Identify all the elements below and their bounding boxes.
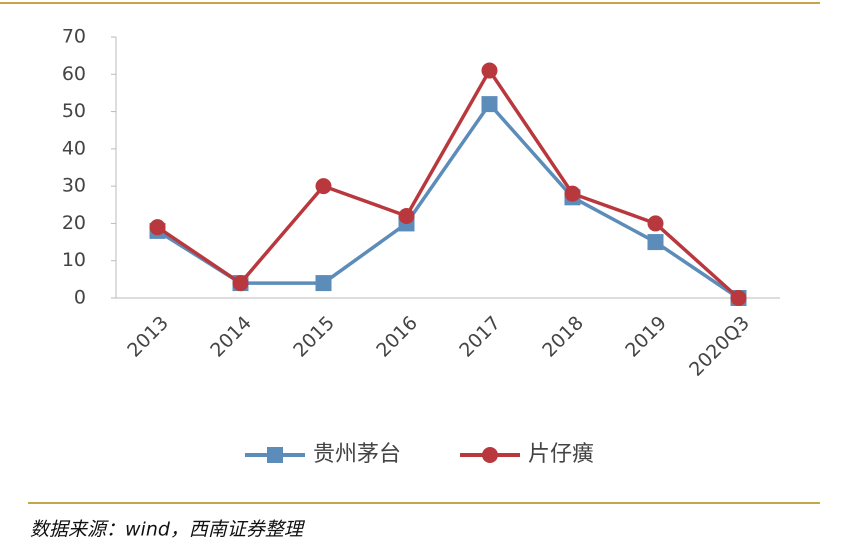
point [481, 96, 498, 113]
y-tick-label: 60 [62, 63, 86, 85]
x-tick-label: 2013 [123, 312, 173, 362]
x-tick-label: 2017 [455, 312, 505, 362]
y-tick-label: 50 [62, 100, 86, 122]
point [647, 234, 664, 251]
point [481, 62, 498, 79]
legend-label: 贵州茅台 [313, 442, 401, 467]
point [149, 219, 166, 236]
x-tick-label: 2018 [538, 312, 588, 362]
point [315, 178, 332, 195]
point [647, 215, 664, 232]
point [564, 185, 581, 202]
source-note: 数据来源：wind，西南证券整理 [30, 519, 306, 541]
y-tick-label: 0 [74, 287, 86, 309]
x-tick-label: 2020Q3 [685, 312, 754, 381]
point [315, 275, 332, 292]
point [730, 290, 747, 306]
x-tick-label: 2014 [206, 312, 256, 362]
y-tick-label: 20 [62, 212, 86, 234]
y-tick-label: 30 [62, 175, 86, 197]
legend-marker [482, 447, 498, 463]
y-tick-label: 40 [62, 137, 86, 159]
x-tick-label: 2019 [621, 312, 671, 362]
x-tick-label: 2015 [289, 312, 339, 362]
point [232, 275, 249, 292]
y-tick-label: 10 [62, 249, 86, 271]
legend-marker [267, 447, 283, 463]
legend-label: 片仔癀 [528, 442, 594, 467]
point [398, 207, 415, 224]
x-tick-label: 2016 [372, 312, 422, 362]
series-line [156, 101, 740, 300]
y-tick-label: 70 [62, 26, 86, 48]
series-line [156, 67, 740, 300]
